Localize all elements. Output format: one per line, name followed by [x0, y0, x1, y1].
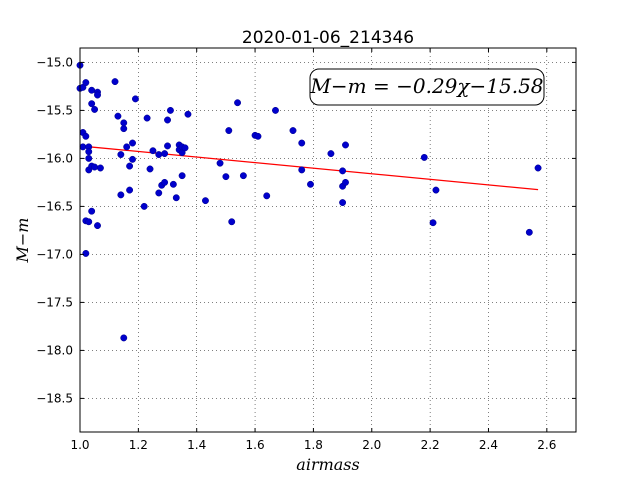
y-axis-label: M−m	[13, 218, 32, 264]
equation-annotation: M−m = −0.29χ−15.58	[309, 68, 545, 106]
y-tick-label: −16.5	[36, 199, 73, 213]
data-point	[94, 222, 101, 230]
data-point	[534, 164, 542, 172]
data-point	[129, 139, 136, 147]
data-point	[123, 143, 131, 151]
data-point	[85, 154, 93, 162]
data-point	[429, 219, 437, 227]
data-point	[126, 162, 134, 170]
data-point	[307, 180, 314, 188]
y-tick-label: −18.0	[36, 343, 73, 357]
chart-title: 2020-01-06_214346	[242, 28, 414, 48]
data-point	[149, 147, 157, 155]
data-point	[525, 228, 533, 236]
data-point	[117, 151, 125, 159]
annotation-box	[309, 68, 545, 106]
axis-ticks: 1.0 1.2 1.4 1.6 1.8 2.0 2.2 2.4 2.6 −15.0 −15.5 −16…	[36, 48, 576, 452]
data-point	[94, 91, 101, 99]
y-tick-label: −17.0	[36, 247, 73, 261]
data-point	[96, 164, 104, 172]
data-point	[85, 218, 93, 226]
y-tick-label: −15.0	[36, 55, 73, 69]
data-point	[82, 249, 90, 257]
data-point	[88, 100, 96, 108]
data-point	[161, 150, 169, 158]
y-tick-label: −15.5	[36, 103, 73, 117]
data-point	[120, 119, 128, 127]
data-point	[254, 132, 262, 140]
data-point	[126, 186, 134, 194]
data-point	[222, 173, 230, 181]
data-point	[140, 202, 148, 210]
data-point	[234, 99, 242, 107]
y-tick-label: −16.0	[36, 151, 73, 165]
x-tick-label: 2.4	[479, 438, 498, 452]
data-point	[298, 166, 306, 174]
data-point	[202, 197, 209, 205]
data-point	[432, 186, 440, 194]
data-point	[82, 79, 90, 87]
x-tick-label: 2.0	[362, 438, 381, 452]
x-axis-label: airmass	[296, 455, 359, 474]
data-point	[239, 172, 247, 180]
data-point	[327, 150, 335, 158]
data-point	[155, 151, 163, 159]
y-tick-label: −18.5	[36, 391, 73, 405]
data-point	[120, 334, 128, 342]
annotation-text: M−m = −0.29χ−15.58	[309, 74, 543, 98]
data-point	[82, 132, 90, 140]
x-tick-label: 1.2	[129, 438, 148, 452]
x-tick-label: 1.8	[304, 438, 323, 452]
data-point	[298, 139, 306, 147]
data-point	[129, 155, 136, 163]
x-tick-label: 2.6	[537, 438, 556, 452]
data-point	[169, 180, 177, 188]
data-point	[88, 86, 96, 94]
x-tick-label: 2.2	[421, 438, 440, 452]
data-point	[143, 114, 151, 122]
data-point	[166, 106, 174, 114]
data-point	[164, 142, 171, 150]
y-tick-label: −17.5	[36, 295, 73, 309]
data-point	[79, 143, 87, 151]
data-point	[339, 199, 347, 207]
data-point	[164, 116, 171, 124]
data-point	[216, 159, 224, 167]
data-point	[289, 127, 297, 135]
x-tick-label: 1.4	[187, 438, 206, 452]
data-point	[228, 218, 236, 226]
data-point	[263, 192, 271, 200]
data-point	[420, 153, 428, 161]
data-point	[146, 165, 154, 173]
x-tick-label: 1.6	[246, 438, 265, 452]
data-point	[88, 207, 96, 215]
data-point	[91, 163, 99, 171]
plot-frame	[79, 47, 577, 433]
data-point	[181, 144, 189, 152]
data-point	[184, 110, 192, 118]
data-point	[172, 194, 180, 202]
data-point	[120, 125, 128, 133]
data-point	[117, 191, 125, 199]
data-points	[76, 61, 542, 342]
data-point	[178, 172, 186, 180]
data-point	[161, 178, 169, 186]
x-tick-label: 1.0	[70, 438, 89, 452]
plot-area-background	[80, 48, 576, 432]
data-point	[114, 112, 122, 120]
data-point	[131, 95, 139, 103]
data-point	[339, 167, 347, 175]
data-point	[342, 178, 349, 186]
data-point	[155, 189, 163, 197]
data-point	[272, 106, 279, 114]
data-point	[225, 127, 233, 135]
data-point	[111, 78, 119, 86]
data-point	[342, 141, 349, 149]
grid-lines	[79, 48, 576, 432]
data-point	[85, 148, 93, 156]
data-point	[91, 105, 99, 113]
